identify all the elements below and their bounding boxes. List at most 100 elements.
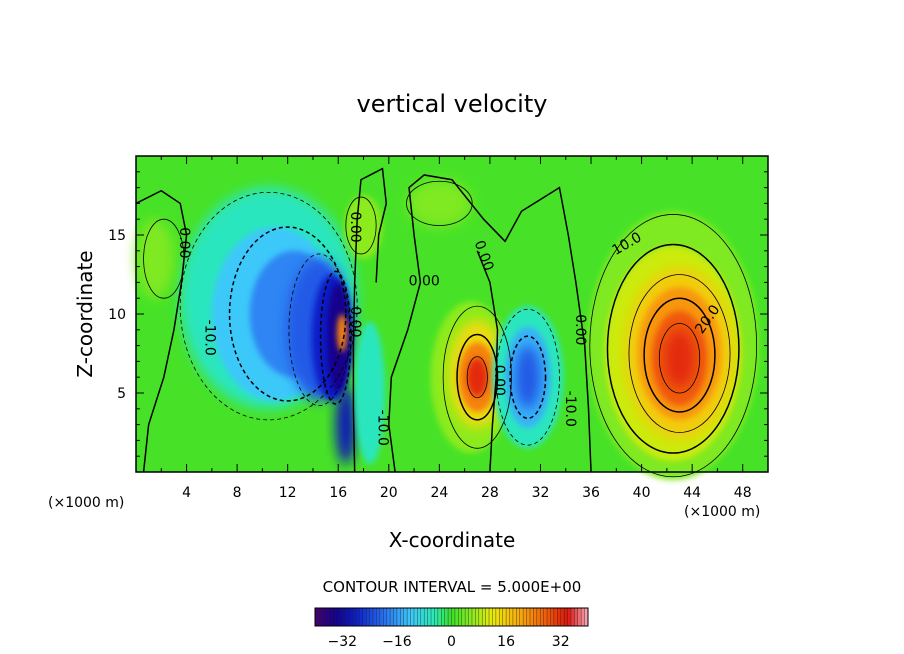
colorbar-swatch <box>482 608 487 626</box>
colorbar-swatch <box>369 608 374 626</box>
colorbar-swatch <box>427 608 432 626</box>
colorbar-swatch <box>400 608 405 626</box>
colorbar-tick-label: 32 <box>552 634 570 650</box>
colorbar-swatch <box>318 608 323 626</box>
colorbar <box>314 607 589 627</box>
chart-title: vertical velocity <box>357 90 548 118</box>
colorbar-swatch <box>424 608 429 626</box>
colorbar-swatch <box>352 608 357 626</box>
contour-line <box>658 323 701 394</box>
colorbar-swatch <box>475 608 480 626</box>
colorbar-swatch <box>349 608 354 626</box>
colorbar-ticks: −32 −16 0 16 32 <box>328 634 570 650</box>
x-tick-label: 48 <box>734 485 752 501</box>
x-unit-right: (×1000 m) <box>684 504 760 520</box>
y-tick-label: 10 <box>108 307 126 323</box>
y-tick-label: 5 <box>117 386 126 402</box>
colorbar-swatch <box>506 608 511 626</box>
x-tick-label: 28 <box>481 485 499 501</box>
contour-line <box>456 333 499 421</box>
colorbar-swatch <box>338 608 343 626</box>
colorbar-swatch <box>376 608 381 626</box>
y-axis-ticks: 5 10 15 <box>108 171 768 457</box>
x-tick-label: 4 <box>182 485 191 501</box>
colorbar-swatch <box>393 608 398 626</box>
colorbar-swatch <box>420 608 425 626</box>
colorbar-swatch <box>509 608 514 626</box>
colorbar-swatch <box>560 608 565 626</box>
colorbar-swatch <box>512 608 517 626</box>
colorbar-swatch <box>403 608 408 626</box>
colorbar-swatch <box>529 608 534 626</box>
downdraft-region <box>335 385 356 465</box>
contour-line <box>345 196 377 255</box>
updraft-region <box>336 314 348 352</box>
contour-line <box>442 305 512 449</box>
downdraft-region <box>515 345 541 409</box>
colorbar-swatch <box>570 608 575 626</box>
downdraft-region <box>354 321 386 465</box>
contour-label: 0.00 <box>176 227 192 258</box>
colorbar-swatch <box>328 608 333 626</box>
colorbar-swatch <box>444 608 449 626</box>
colorbar-tick-label: −16 <box>382 634 412 650</box>
updraft-region <box>664 329 695 387</box>
colorbar-swatch <box>321 608 326 626</box>
zero-contour <box>352 167 388 473</box>
contour-line <box>319 270 352 405</box>
colorbar-swatch <box>581 608 586 626</box>
colorbar-swatch <box>465 608 470 626</box>
colorbar-swatch <box>434 608 439 626</box>
colorbar-swatch <box>536 608 541 626</box>
updraft-region <box>136 219 174 299</box>
colorbar-swatch <box>499 608 504 626</box>
colorbar-swatch <box>417 608 422 626</box>
colorbar-swatch <box>478 608 483 626</box>
contour-label: 0.00 <box>491 365 507 396</box>
updraft-region <box>467 358 488 397</box>
colorbar-swatch <box>540 608 545 626</box>
colorbar-swatch <box>458 608 463 626</box>
colorbar-swatch <box>577 608 582 626</box>
x-unit-left: (×1000 m) <box>48 495 124 511</box>
colorbar-swatch <box>345 608 350 626</box>
colorbar-swatch <box>553 608 558 626</box>
contour-label: 0.00 <box>409 274 440 290</box>
zero-contour <box>476 250 499 473</box>
colorbar-tick-label: 0 <box>447 634 456 650</box>
colorbar-swatch <box>379 608 384 626</box>
x-tick-label: 16 <box>329 485 347 501</box>
contour-line <box>228 226 347 402</box>
x-tick-label: 24 <box>430 485 448 501</box>
contour-label: -10.0 <box>562 391 578 427</box>
colorbar-swatch <box>489 608 493 626</box>
colorbar-swatch <box>485 608 490 626</box>
colorbar-swatch <box>564 608 569 626</box>
contour-label: -10.0 <box>202 320 218 356</box>
colorbar-frame <box>314 607 589 627</box>
colorbar-swatch <box>366 608 371 626</box>
colorbar-swatch <box>574 608 579 626</box>
colorbar-swatch <box>325 608 330 626</box>
colorbar-swatch <box>410 608 415 626</box>
y-axis-label: Z-coordinate <box>73 250 97 377</box>
colorbar-swatch <box>390 608 394 626</box>
colorbar-swatch <box>359 608 364 626</box>
colorbar-swatch <box>383 608 388 626</box>
x-tick-label: 44 <box>683 485 701 501</box>
colorbar-swatch <box>451 608 456 626</box>
colorbar-swatch <box>584 608 589 626</box>
updraft-region <box>407 179 471 228</box>
colorbar-swatch <box>468 608 473 626</box>
colorbar-swatch <box>547 608 551 626</box>
colorbar-swatch <box>461 608 466 626</box>
x-tick-label: 8 <box>233 485 242 501</box>
contour-lines <box>135 167 758 478</box>
y-tick-label: 15 <box>108 228 126 244</box>
colorbar-tick-label: −32 <box>328 634 358 650</box>
colorbar-swatch <box>567 608 572 626</box>
colorbar-swatch <box>355 608 360 626</box>
x-axis-label: X-coordinate <box>389 528 516 552</box>
colorbar-tick-label: 16 <box>497 634 515 650</box>
contour-line <box>589 214 758 478</box>
